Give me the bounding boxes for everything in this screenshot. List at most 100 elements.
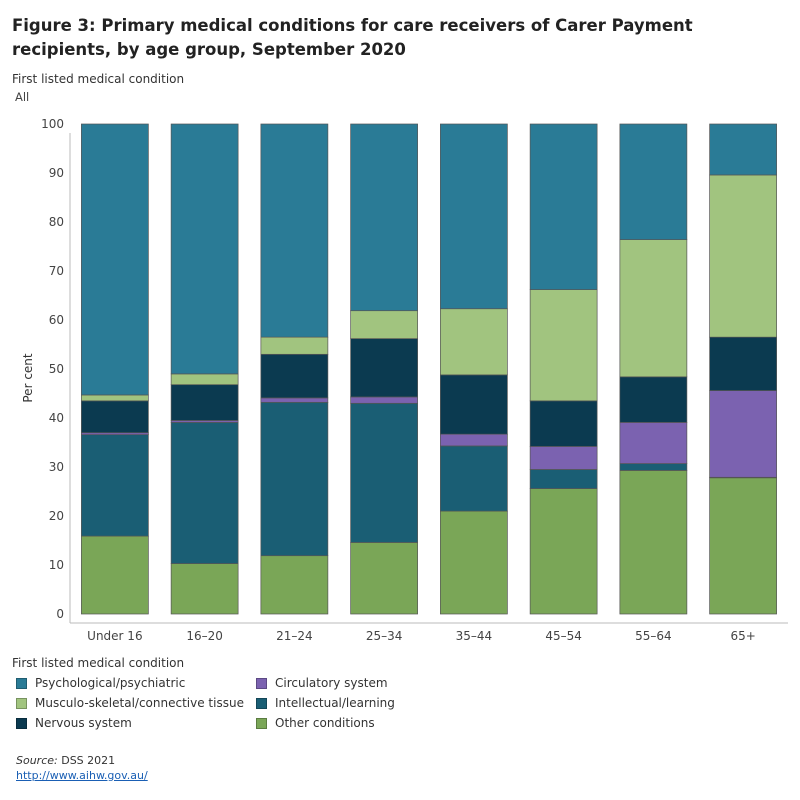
y-tick-label: 20: [49, 509, 64, 523]
bar-segment[interactable]: 45–54 – Other conditions: 25.6: [529, 488, 598, 615]
bar-segment[interactable]: 35–44 – Intellectual/learning: 13.3: [440, 445, 508, 512]
y-tick-label: 0: [56, 607, 64, 621]
y-tick-label: 40: [49, 411, 64, 425]
x-tick-label: 45–54: [545, 629, 582, 643]
chart-title: Figure 3: Primary medical conditions for…: [12, 16, 693, 59]
source-link[interactable]: http://www.aihw.gov.au/: [16, 769, 148, 782]
legend-label: Intellectual/learning: [275, 696, 395, 710]
bar-segment[interactable]: 65+ – Musculo-skeletal/connective tissue…: [709, 174, 777, 338]
bar-segment[interactable]: 35–44 – Psychological/psychiatric: 37.7: [440, 123, 508, 310]
bar-segment[interactable]: 16–20 – Intellectual/learning: 28.8: [170, 422, 239, 564]
source-label: Source:: [16, 754, 58, 767]
legend-swatch: [256, 677, 267, 689]
legend-label: Psychological/psychiatric: [35, 676, 186, 690]
bar-segment[interactable]: 55–64 – Psychological/psychiatric: 23.6: [619, 123, 688, 240]
filter-label: First listed medical condition: [12, 72, 185, 86]
bar-segment[interactable]: 16–20 – Musculo-skeletal/connective tiss…: [170, 373, 239, 386]
source-note: Source: DSS 2021: [16, 754, 115, 767]
bar-segment[interactable]: 16–20 – Other conditions: 10.3: [170, 563, 239, 615]
legend-label: Nervous system: [35, 716, 132, 730]
y-axis: 0 10 20 30 40 50 60 70 80 90 100 Per cent: [21, 117, 71, 623]
y-tick-label: 70: [49, 264, 64, 278]
bar-stack[interactable]: 35–44 – Other conditions: 2135–44 – Inte…: [440, 123, 508, 615]
legend-swatch: [16, 677, 27, 689]
bar-segment[interactable]: 45–54 – Musculo-skeletal/connective tiss…: [529, 289, 598, 402]
bar-segment[interactable]: 25–34 – Psychological/psychiatric: 38.1: [350, 123, 418, 312]
bar-segment[interactable]: 35–44 – Nervous system: 12.1: [440, 374, 508, 435]
x-tick-label: 65+: [730, 629, 755, 643]
legend-label: Circulatory system: [275, 676, 388, 690]
bar-segment[interactable]: 21–24 – Musculo-skeletal/connective tiss…: [260, 336, 329, 355]
source-text: DSS 2021: [57, 754, 116, 767]
bar-stack[interactable]: 16–20 – Other conditions: 10.316–20 – In…: [170, 123, 239, 615]
bar-segment[interactable]: 65+ – Circulatory system: 17.7: [709, 390, 777, 478]
bar-stack[interactable]: 45–54 – Other conditions: 25.645–54 – In…: [529, 123, 598, 615]
bar-segment[interactable]: 35–44 – Other conditions: 21: [440, 510, 508, 615]
y-tick-label: 100: [41, 117, 64, 131]
legend-swatch: [256, 717, 267, 729]
bar-segment[interactable]: 45–54 – Intellectual/learning: 3.9: [529, 469, 598, 489]
bar-segment[interactable]: 35–44 – Circulatory system: 2.4: [440, 433, 508, 447]
legend-swatch: [256, 697, 267, 709]
bar-segment[interactable]: 65+ – Other conditions: 27.8: [709, 477, 777, 615]
y-tick-label: 50: [49, 362, 64, 376]
bar-segment[interactable]: 65+ – Psychological/psychiatric: 10.4: [709, 123, 777, 176]
bar-segment[interactable]: 21–24 – Nervous system: 8.9: [260, 353, 329, 399]
bar-segment[interactable]: 55–64 – Intellectual/learning: 1.4: [619, 463, 688, 471]
legend-swatch: [16, 717, 27, 729]
x-tick-label: 21–24: [276, 629, 313, 643]
y-tick-label: 80: [49, 215, 64, 229]
bar-segment[interactable]: 25–34 – Nervous system: 11.9: [350, 338, 418, 398]
legend-item[interactable]: Musculo-skeletal/connective tissue: [16, 694, 244, 712]
legend-swatch: [16, 697, 27, 709]
x-tick-label: 55–64: [635, 629, 672, 643]
bar-segment[interactable]: Under 16 – Other conditions: 15.9: [81, 535, 149, 615]
bar-segment[interactable]: 16–20 – Nervous system: 7.3: [170, 384, 239, 421]
y-tick-label: 60: [49, 313, 64, 327]
bar-segment[interactable]: 25–34 – Circulatory system: 1.3: [350, 396, 418, 404]
legend-item[interactable]: Intellectual/learning: [256, 694, 395, 712]
legend-label: Other conditions: [275, 716, 375, 730]
x-tick-label: Under 16: [87, 629, 142, 643]
bar-segment[interactable]: 55–64 – Nervous system: 9.3: [619, 376, 688, 423]
bar-segment[interactable]: 21–24 – Psychological/psychiatric: 43.5: [260, 123, 329, 338]
bar-segment[interactable]: 21–24 – Intellectual/learning: 31.3: [260, 401, 329, 557]
bar-segment[interactable]: 25–34 – Intellectual/learning: 28.4: [350, 402, 418, 543]
bar-segment[interactable]: 25–34 – Musculo-skeletal/connective tiss…: [350, 310, 418, 339]
bar-stack[interactable]: Under 16 – Other conditions: 15.9Under 1…: [81, 123, 149, 615]
bar-segment[interactable]: 45–54 – Nervous system: 9.3: [529, 400, 598, 447]
bar-segment[interactable]: 21–24 – Other conditions: 11.9: [260, 555, 329, 615]
x-tick-label: 25–34: [366, 629, 403, 643]
stacked-bar-chart: 0 10 20 30 40 50 60 70 80 90 100 Per cent Under 16 …: [21, 117, 788, 643]
bar-stack[interactable]: 65+ – Other conditions: 27.865+ – Intell…: [709, 123, 777, 615]
bar-segment[interactable]: 16–20 – Psychological/psychiatric: 51: [170, 123, 239, 375]
bar-segment[interactable]: Under 16 – Musculo-skeletal/connective t…: [81, 394, 149, 402]
bar-segment[interactable]: 35–44 – Musculo-skeletal/connective tiss…: [440, 308, 508, 376]
bar-segment[interactable]: 55–64 – Other conditions: 29.3: [619, 470, 688, 615]
legend-label: Musculo-skeletal/connective tissue: [35, 696, 244, 710]
bar-segment[interactable]: Under 16 – Nervous system: 6.5: [81, 400, 149, 434]
bar-stack[interactable]: 25–34 – Other conditions: 14.625–34 – In…: [350, 123, 418, 615]
x-tick-label: 35–44: [456, 629, 493, 643]
filter-value[interactable]: All: [15, 90, 30, 104]
legend-item[interactable]: Nervous system: [16, 714, 132, 732]
bar-segment[interactable]: Under 16 – Intellectual/learning: 20.7: [81, 434, 149, 537]
bar-stack[interactable]: 55–64 – Other conditions: 29.355–64 – In…: [619, 123, 688, 615]
y-axis-label: Per cent: [21, 353, 35, 403]
bar-segment[interactable]: 45–54 – Circulatory system: 4.7: [529, 446, 598, 470]
legend-item[interactable]: Other conditions: [256, 714, 375, 732]
legend-item[interactable]: Psychological/psychiatric: [16, 674, 185, 692]
bar-stack[interactable]: 21–24 – Other conditions: 11.921–24 – In…: [260, 123, 329, 615]
bar-segment[interactable]: 55–64 – Musculo-skeletal/connective tiss…: [619, 239, 688, 378]
bar-segment[interactable]: 25–34 – Other conditions: 14.6: [350, 542, 418, 615]
legend-title: First listed medical condition: [12, 656, 185, 670]
bar-segment[interactable]: Under 16 – Psychological/psychiatric: 55…: [81, 123, 149, 396]
bar-segment[interactable]: 65+ – Nervous system: 10.9: [709, 336, 777, 391]
legend-item[interactable]: Circulatory system: [256, 674, 388, 692]
bar-segment[interactable]: 21–24 – Circulatory system: 0.9: [260, 397, 329, 403]
bars: Under 16 – Other conditions: 15.9Under 1…: [81, 123, 777, 615]
x-axis: Under 16 16–20 21–24 25–34 35–44 45–54 55–64 65…: [70, 622, 788, 643]
y-tick-label: 30: [49, 460, 64, 474]
bar-segment[interactable]: 55–64 – Circulatory system: 8.4: [619, 422, 688, 464]
bar-segment[interactable]: 45–54 – Psychological/psychiatric: 33.8: [529, 123, 598, 290]
